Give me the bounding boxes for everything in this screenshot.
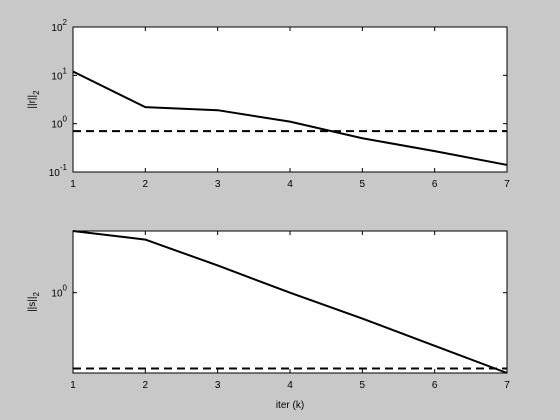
y-tick-label: 101 (51, 66, 67, 82)
y-tick-power: 0 (63, 284, 68, 293)
x-tick-label: 6 (432, 179, 438, 190)
x-tick-label: 2 (143, 179, 149, 190)
y-tick-power: -1 (60, 163, 68, 172)
y-tick-label: 100 (51, 284, 67, 300)
x-tick-label: 6 (432, 380, 438, 391)
y-tick-base: 10 (49, 168, 61, 179)
y-tick-power: 2 (63, 18, 68, 27)
y-label-sub: 2 (32, 90, 41, 95)
plot-area (73, 231, 507, 373)
x-axis-label: iter (k) (276, 400, 304, 411)
plot-area (73, 27, 507, 172)
x-tick-label: 7 (504, 380, 510, 391)
y-label-main: ||r|| (27, 95, 38, 109)
y-tick-base: 10 (51, 23, 63, 34)
x-tick-label: 7 (504, 179, 510, 190)
x-tick-label: 4 (287, 179, 293, 190)
y-tick-base: 10 (51, 289, 63, 300)
y-tick-power: 1 (63, 66, 68, 75)
y-label-sub: 2 (32, 292, 41, 297)
y-tick-base: 10 (51, 120, 63, 131)
x-tick-label: 3 (215, 179, 221, 190)
x-tick-label: 4 (287, 380, 293, 391)
y-axis-label: ||s||2 (27, 292, 41, 312)
y-tick-power: 0 (63, 115, 68, 124)
x-tick-label: 3 (215, 380, 221, 391)
y-tick-label: 100 (51, 115, 67, 131)
axes-box (72, 230, 508, 374)
x-tick-label: 2 (143, 380, 149, 391)
y-label-main: ||s|| (27, 297, 38, 312)
series-line (72, 230, 508, 374)
series-line (72, 70, 508, 166)
x-tick-label: 5 (360, 380, 366, 391)
x-tick-label: 1 (70, 380, 76, 391)
y-tick-label: 10-1 (49, 163, 68, 179)
y-tick-label: 102 (51, 18, 67, 34)
y-tick-base: 10 (51, 71, 63, 82)
axes-box (72, 26, 508, 173)
x-tick-label: 1 (70, 179, 76, 190)
x-tick-label: 5 (360, 179, 366, 190)
y-axis-label: ||r||2 (27, 90, 41, 109)
